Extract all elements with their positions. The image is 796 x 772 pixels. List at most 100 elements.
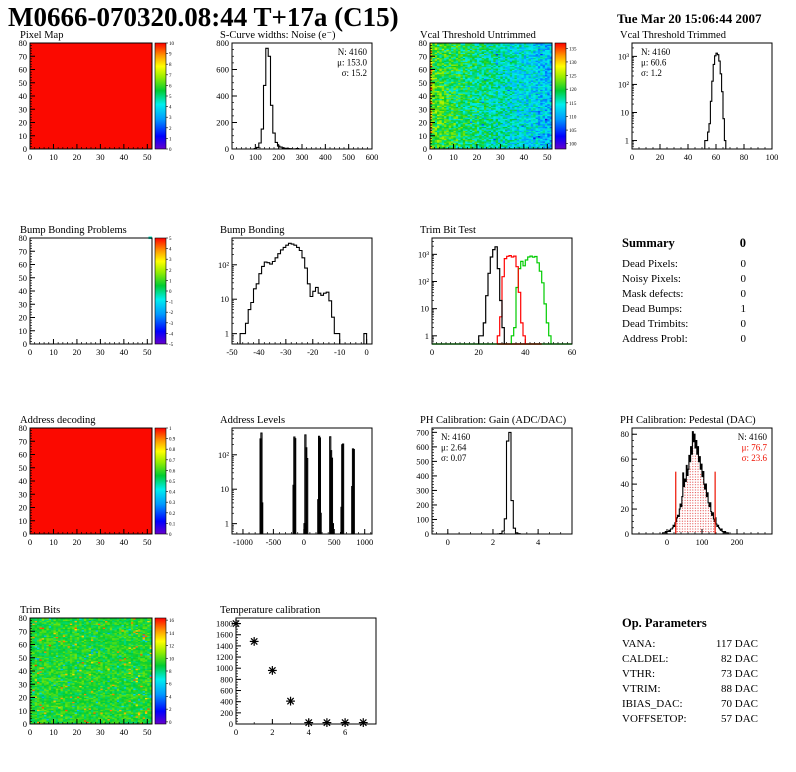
op-parameters-title: Op. Parameters: [622, 616, 707, 630]
plot-ph-calibration-gain: PH Calibration: Gain (ADC/DAC) 0 2 4 0 100 200…: [406, 411, 596, 579]
svg-text:8: 8: [169, 63, 172, 68]
svg-text:500: 500: [342, 152, 355, 162]
op-parameter-row-value: 70 DAC: [721, 698, 758, 710]
plot-trim-bits: Trim Bits 0 10 20 30 40 50 0 10 20 30 40 50 60 70 80 16 1…: [6, 601, 196, 769]
svg-text:10: 10: [19, 131, 28, 141]
svg-text:100: 100: [569, 143, 577, 148]
svg-text:60: 60: [712, 152, 721, 162]
svg-text:30: 30: [19, 104, 28, 114]
svg-text:-4: -4: [169, 332, 174, 337]
svg-text:60: 60: [621, 454, 630, 464]
plot-pixel-map: Pixel Map 0 10 20 30 40 50 0 10 20 30 40 50 60 70 80 10 9…: [6, 26, 196, 194]
svg-text:0: 0: [225, 144, 229, 154]
op-parameter-row-value: 88 DAC: [721, 683, 758, 695]
op-parameter-row-label: IBIAS_DAC:: [622, 698, 683, 710]
svg-text:20: 20: [474, 347, 483, 357]
summary-row-value: 0: [740, 258, 747, 270]
svg-text:50: 50: [143, 347, 152, 357]
summary-header: Summary 0: [622, 236, 746, 251]
svg-text:600: 600: [216, 65, 229, 75]
plot-bump-bonding: Bump Bonding -50 -40 -30 -20 -10 0 1 10 10²: [206, 221, 396, 389]
svg-text:20: 20: [73, 152, 82, 162]
svg-text:20: 20: [473, 152, 482, 162]
svg-text:40: 40: [120, 727, 129, 737]
svg-text:10: 10: [221, 294, 230, 304]
svg-text:0: 0: [169, 148, 172, 153]
svg-text:0: 0: [23, 144, 27, 154]
op-parameter-row-value: 117 DAC: [715, 638, 758, 650]
svg-text:50: 50: [19, 653, 28, 663]
vcal-threshold-trimmed-svg: Vcal Threshold Trimmed 0 20 40 60 80 100 1 10 10²…: [618, 30, 778, 162]
svg-text:200: 200: [216, 118, 229, 128]
svg-text:7: 7: [169, 74, 172, 79]
svg-text:200: 200: [272, 152, 285, 162]
svg-text:N: 4160: N: 4160: [441, 432, 471, 442]
svg-text:30: 30: [496, 152, 505, 162]
svg-text:-500: -500: [266, 537, 282, 547]
svg-text:0.6: 0.6: [169, 469, 176, 474]
svg-text:200: 200: [416, 500, 429, 510]
svg-text:μ: 2.64: μ: 2.64: [441, 443, 467, 453]
svg-text:40: 40: [120, 347, 129, 357]
svg-text:Address decoding: Address decoding: [20, 415, 96, 426]
summary-row-label: Noisy Pixels:: [622, 273, 681, 285]
svg-text:30: 30: [96, 347, 105, 357]
svg-text:1000: 1000: [356, 537, 373, 547]
svg-text:20: 20: [419, 118, 428, 128]
svg-text:6: 6: [169, 683, 172, 688]
svg-text:50: 50: [143, 537, 152, 547]
svg-text:40: 40: [684, 152, 693, 162]
svg-text:Trim Bits: Trim Bits: [20, 605, 60, 616]
svg-text:0: 0: [23, 339, 27, 349]
svg-text:50: 50: [143, 152, 152, 162]
svg-text:0: 0: [665, 537, 669, 547]
op-parameter-row: VOFFSETOP: 57 DAC: [622, 712, 758, 727]
svg-text:50: 50: [543, 152, 552, 162]
svg-text:N: 4160: N: 4160: [738, 432, 768, 442]
op-parameter-row: VANA: 117 DAC: [622, 637, 758, 652]
summary-row: Dead Pixels: 0: [622, 257, 746, 272]
svg-text:200: 200: [220, 708, 233, 718]
svg-text:0.9: 0.9: [169, 438, 176, 443]
svg-text:0: 0: [364, 347, 368, 357]
svg-text:1: 1: [625, 136, 629, 146]
svg-text:Temperature calibration: Temperature calibration: [220, 605, 321, 616]
svg-text:0: 0: [23, 719, 27, 729]
svg-text:60: 60: [568, 347, 577, 357]
svg-text:20: 20: [19, 693, 28, 703]
plot-address-levels: Address Levels -1000 -500 0 500 1000 1 10 10²: [206, 411, 396, 579]
svg-text:200: 200: [731, 537, 744, 547]
svg-text:3: 3: [169, 258, 172, 263]
svg-text:1600: 1600: [216, 630, 233, 640]
svg-text:-3: -3: [169, 322, 174, 327]
op-parameter-row-value: 82 DAC: [721, 653, 758, 665]
svg-text:20: 20: [73, 537, 82, 547]
svg-text:0: 0: [169, 290, 172, 295]
svg-text:N: 4160: N: 4160: [641, 47, 671, 57]
svg-text:PH Calibration: Pedestal (DAC): PH Calibration: Pedestal (DAC): [620, 415, 756, 426]
svg-text:0: 0: [169, 721, 172, 726]
op-parameter-row: CALDEL: 82 DAC: [622, 652, 758, 667]
svg-text:0: 0: [169, 533, 172, 538]
svg-text:20: 20: [73, 347, 82, 357]
svg-text:0.4: 0.4: [169, 491, 176, 496]
svg-text:10²: 10²: [618, 79, 630, 89]
svg-text:80: 80: [19, 38, 28, 48]
svg-text:10: 10: [169, 657, 175, 662]
svg-text:80: 80: [19, 233, 28, 243]
summary-row-label: Dead Trimbits:: [622, 318, 689, 330]
svg-text:80: 80: [19, 423, 28, 433]
svg-text:110: 110: [569, 115, 577, 120]
trim-bits-heatmap-canvas: [30, 618, 152, 724]
plot-temperature-calibration: Temperature calibration 0 2 4 6 0 200 400 600 800…: [206, 601, 396, 769]
svg-text:10: 10: [19, 516, 28, 526]
svg-text:2: 2: [491, 537, 495, 547]
op-parameters-rows: VANA: 117 DAC CALDEL: 82 DAC VTHR: 73 DAC VTRI…: [622, 637, 758, 727]
plot-bump-bonding-problems: Bump Bonding Problems 0 10 20 30 40 50 0 10 20 30 4…: [6, 221, 196, 389]
svg-text:20: 20: [19, 503, 28, 513]
svg-text:0.8: 0.8: [169, 448, 176, 453]
svg-text:60: 60: [19, 640, 28, 650]
svg-text:6: 6: [343, 727, 347, 737]
